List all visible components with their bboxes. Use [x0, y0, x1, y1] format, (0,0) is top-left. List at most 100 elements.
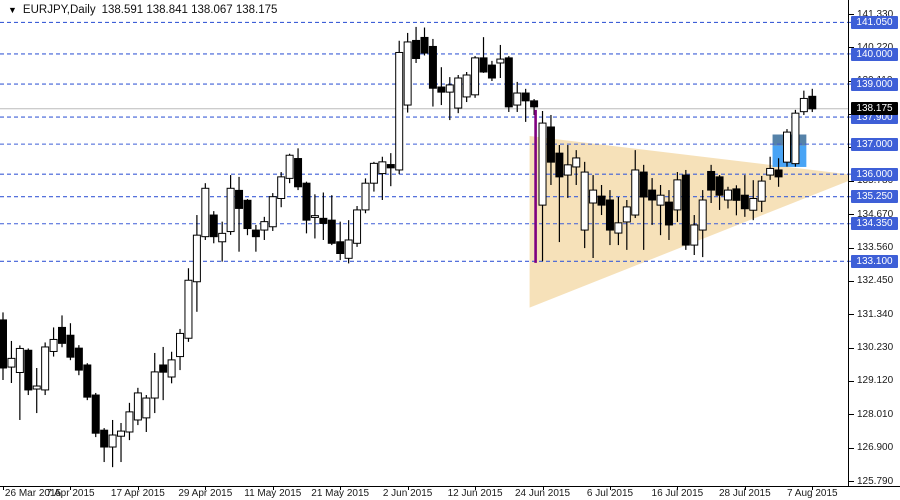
candle-body: [538, 122, 547, 206]
candle-body: [428, 45, 437, 89]
level-price-tag[interactable]: 134.350: [851, 217, 898, 231]
candle-body: [133, 392, 142, 421]
candle-body: [386, 164, 395, 169]
candle-body: [639, 171, 648, 198]
candle-body: [41, 346, 50, 391]
candle-body: [445, 84, 454, 93]
date-tick-mark: [475, 486, 477, 490]
candle-body: [799, 97, 808, 113]
level-price-tag[interactable]: 136.000: [851, 167, 898, 181]
price-tick-mark: [848, 414, 854, 416]
candle-body: [471, 57, 480, 96]
date-tick-label: 26 Mar 2015: [4, 488, 62, 499]
candle-body: [243, 199, 252, 230]
level-price-tag[interactable]: 133.100: [851, 254, 898, 268]
candle-body: [184, 279, 193, 339]
date-tick-label: 16 Jul 2015: [651, 488, 704, 499]
price-tick-mark: [848, 214, 854, 216]
candle-body: [530, 100, 539, 108]
time-axis-line: [0, 486, 900, 487]
price-tick-label: 141.330: [857, 8, 894, 20]
date-tick-label: 28 Jul 2015: [718, 488, 771, 499]
candle-body: [58, 326, 67, 344]
candle-body: [462, 74, 471, 98]
candle-body: [656, 194, 665, 206]
date-tick-label: 29 Apr 2015: [178, 488, 233, 499]
candle-body: [176, 332, 185, 358]
candle-body: [91, 394, 100, 434]
candle-body: [24, 349, 33, 391]
date-tick-mark: [610, 486, 611, 490]
price-tick-mark: [848, 314, 854, 316]
candle-body: [664, 201, 673, 226]
candle-body: [412, 39, 421, 59]
price-tick-label: 128.010: [857, 408, 894, 420]
candle-body: [707, 170, 716, 191]
chart-ohlc-quote: 138.591 138.841 138.067 138.175: [101, 4, 278, 16]
candle-body: [117, 430, 126, 437]
candle-body: [403, 41, 412, 106]
candle-body: [454, 77, 463, 109]
price-tick-mark: [848, 481, 854, 482]
candle-body: [344, 239, 353, 259]
price-tick-label: 130.230: [857, 342, 894, 354]
price-tick-label: 132.450: [857, 275, 894, 287]
date-tick-mark: [272, 486, 274, 490]
candle-body: [361, 182, 370, 211]
candle-body: [74, 347, 83, 371]
candle-body: [698, 199, 707, 231]
candle-body: [7, 357, 16, 368]
candle-body: [589, 189, 598, 204]
level-price-tag[interactable]: 141.050: [851, 15, 898, 29]
level-price-tag[interactable]: 139.000: [851, 77, 898, 91]
candle-body: [15, 347, 24, 373]
candle-body: [201, 187, 210, 238]
date-tick-label: 11 May 2015: [244, 488, 302, 499]
date-tick-label: 7 Apr 2015: [46, 488, 95, 499]
candle-body: [150, 371, 159, 399]
price-tick-label: 140.220: [857, 42, 899, 53]
candle-body: [723, 189, 732, 201]
date-tick-label: 21 May 2015: [311, 488, 370, 499]
candle-body: [327, 219, 336, 244]
date-tick-label: 2 Jun 2015: [382, 488, 433, 499]
price-tick-mark: [848, 447, 854, 449]
candle-body: [597, 195, 606, 206]
candle-body: [690, 224, 699, 246]
chart-title: ▼ EURJPY,Daily 138.591 138.841 138.067 1…: [8, 4, 277, 16]
candle-body: [378, 161, 387, 175]
date-tick-label: 7 Aug 2015: [786, 488, 838, 499]
level-price-tag[interactable]: 137.000: [851, 137, 898, 151]
level-price-tag[interactable]: 140.000: [851, 47, 898, 61]
candle-body: [622, 206, 631, 223]
date-tick-mark: [812, 486, 814, 490]
candle-body: [496, 58, 505, 64]
candle-body: [740, 194, 749, 210]
price-tick-label: 126.900: [857, 442, 894, 454]
candle-body: [513, 92, 522, 106]
price-tick-mark: [848, 14, 854, 15]
candle-body: [782, 131, 791, 163]
date-tick-label: 12 Jun 2015: [447, 488, 503, 499]
candle-body: [808, 95, 817, 110]
candle-body: [336, 241, 345, 254]
candle-body: [546, 126, 555, 163]
candle-body: [437, 86, 446, 93]
candle-body: [555, 152, 564, 178]
price-tick-label: 131.340: [857, 308, 894, 320]
date-tick-mark: [677, 486, 679, 490]
level-price-tag[interactable]: 135.250: [851, 190, 898, 204]
candle-body: [774, 169, 783, 178]
candle-body: [631, 169, 640, 216]
candle-body: [369, 162, 378, 184]
price-tick-mark: [848, 180, 854, 182]
price-tick-mark: [848, 380, 854, 382]
candle-body: [0, 319, 7, 369]
price-tick-label: 134.670: [857, 208, 894, 220]
candle-body: [715, 176, 724, 196]
candle-body: [125, 411, 134, 433]
chart-dropdown-arrow-icon[interactable]: ▼: [8, 5, 17, 15]
price-tick-mark: [848, 347, 854, 349]
date-tick-mark: [3, 486, 4, 490]
